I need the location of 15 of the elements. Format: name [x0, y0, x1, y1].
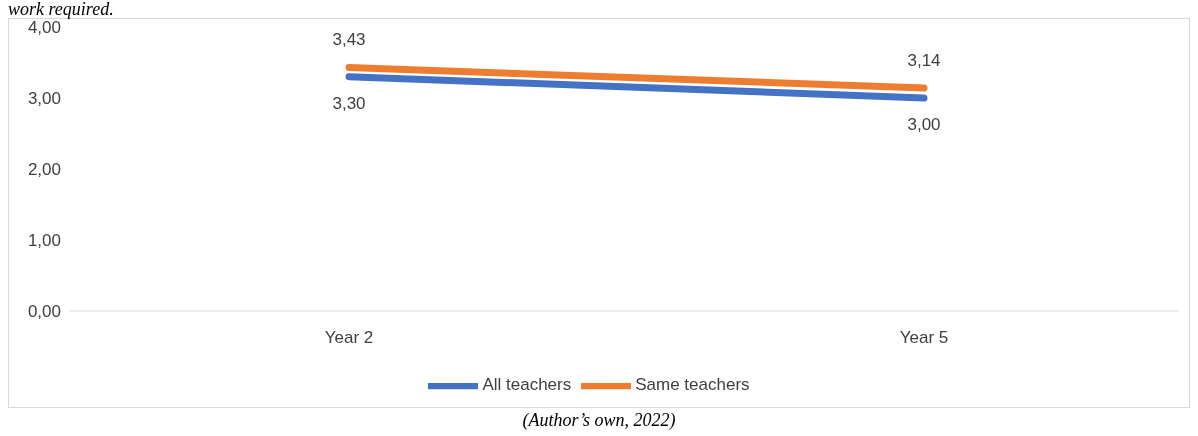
legend-label: Same teachers	[635, 375, 750, 395]
y-tick-label: 1,00	[27, 231, 61, 251]
y-tick-label: 0,00	[27, 302, 61, 322]
y-tick-label: 4,00	[27, 18, 61, 38]
legend-label: All teachers	[482, 375, 572, 395]
data-label: 3,14	[907, 51, 941, 71]
y-tick-label: 3,00	[27, 89, 61, 109]
x-tick-label: Year 5	[899, 328, 949, 348]
data-label: 3,30	[332, 93, 366, 113]
x-tick-label: Year 2	[324, 328, 374, 348]
text: (Author’s own, 2022)	[521, 410, 677, 431]
chart-title: work required.	[8, 0, 115, 19]
data-label: 3,43	[332, 30, 366, 50]
y-tick-label: 2,00	[27, 160, 61, 180]
data-label: 3,00	[907, 115, 941, 134]
